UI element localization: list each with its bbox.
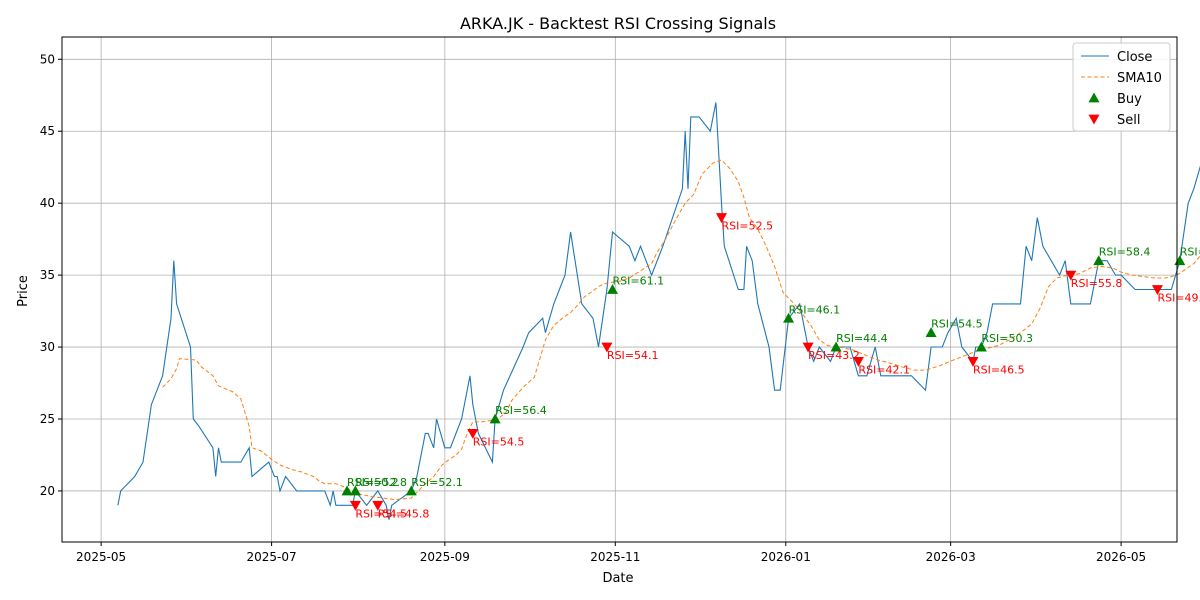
sell-signal-label: RSI=54.1 [607,349,659,362]
x-tick-label: 2025-05 [76,550,126,564]
buy-signal-label: RSI=58.4 [1099,246,1151,259]
y-tick-label: 50 [40,52,55,66]
buy-signal-label: RSI=52.1 [411,476,463,489]
sell-signal-marker [601,342,613,353]
legend-sell-swatch [1088,114,1100,125]
sell-signal-marker [1065,270,1077,281]
sell-signal-marker [372,500,384,511]
buy-signal-marker [349,485,361,496]
sell-signal-marker [467,428,479,439]
legend-sell-label: Sell [1117,113,1140,128]
sell-signal-marker [852,357,864,367]
buy-signal-label: RSI=52.8 [355,476,407,489]
buy-signal-marker [405,485,417,496]
y-tick-label: 40 [40,196,55,210]
sell-signal-label: RSI=46.5 [973,363,1025,376]
sell-signal-label: RSI=54.5 [473,435,525,448]
chart-title: ARKA.JK - Backtest RSI Crossing Signals [460,14,776,33]
sma10-line [162,159,1200,501]
buy-signal-marker [925,327,937,338]
x-tick-label: 2025-09 [420,550,470,564]
x-tick-label: 2026-03 [926,550,976,564]
buy-signal-marker [830,341,842,352]
sell-signal-marker [1151,285,1163,295]
x-axis-label: Date [602,571,633,586]
buy-signal-marker [489,413,501,424]
y-tick-label: 45 [40,124,55,138]
grid [62,37,1177,542]
axis-ticks: 2025-05 2025-07 2025-09 2025-11 2026-01 2026-… [40,52,1146,564]
buy-signal-marker [341,485,353,496]
buy-signal-label: RSI=59.1 [1180,246,1200,259]
sell-signal-marker [715,213,727,224]
sell-signal-marker [967,357,979,367]
sell-signal-label: RSI=49.7 [1157,292,1200,305]
sell-signal-label: RSI=55.8 [1071,277,1123,290]
buy-signal-label: RSI=44.4 [836,332,888,345]
sell-signal-label: RSI=54.5 [355,507,407,520]
sell-signal-label: RSI=45.8 [378,507,430,520]
buy-signal-label: RSI=50.2 [347,476,399,489]
sell-signal-label: RSI=52.5 [721,220,773,233]
close-price-line [117,102,1200,520]
legend-close-label: Close [1117,50,1152,65]
plot-frame [61,36,1178,543]
legend-buy-label: Buy [1117,92,1142,107]
buy-signal-marker [1093,255,1105,266]
buy-signal-label: RSI=54.5 [931,318,983,331]
y-tick-label: 35 [40,268,55,282]
y-tick-label: 30 [40,340,55,354]
sell-signal-label: RSI=43.2 [808,349,860,362]
buy-signal-marker [975,341,987,352]
legend-box [1072,42,1171,132]
buy-signal-marker [783,312,795,323]
y-tick-label: 20 [40,484,55,498]
buy-signal-label: RSI=56.4 [495,404,547,417]
sell-signal-marker [802,342,814,353]
sell-signal-label: RSI=42.1 [858,363,910,376]
buy-signal-label: RSI=46.1 [789,303,841,316]
legend-sma-label: SMA10 [1117,71,1162,86]
buy-signal-marker [607,284,619,294]
sell-signal-marker [349,500,361,511]
y-tick-label: 25 [40,412,55,426]
buy-signal-label: RSI=61.1 [613,275,665,288]
series-lines [117,102,1200,520]
x-tick-label: 2025-11 [590,550,640,564]
x-tick-label: 2025-07 [247,550,297,564]
legend: Close SMA10 Buy Sell [1072,42,1171,132]
legend-buy-swatch [1088,92,1100,103]
y-axis-label: Price [16,275,31,307]
x-tick-label: 2026-01 [761,550,811,564]
x-tick-label: 2026-05 [1096,550,1146,564]
buy-signal-label: RSI=50.3 [981,332,1033,345]
